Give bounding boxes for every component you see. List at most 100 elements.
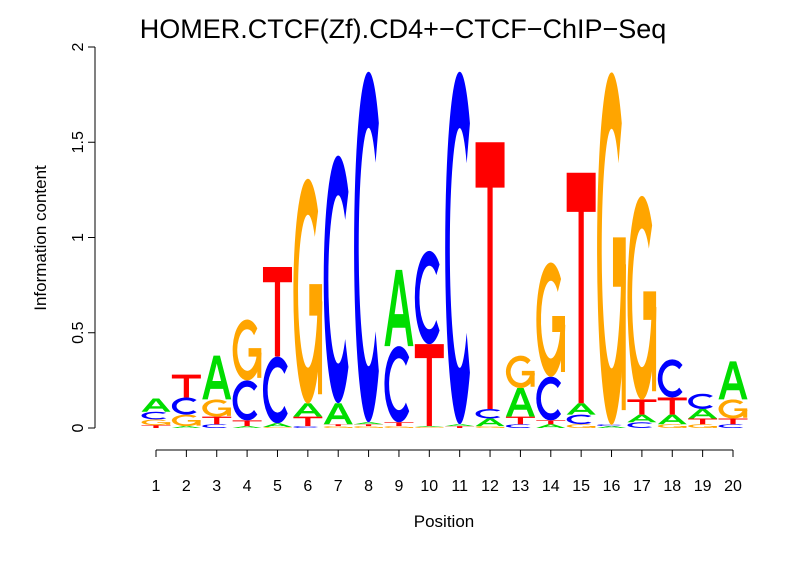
logo-letter-A (688, 408, 718, 419)
logo-letter-T (657, 397, 687, 415)
logo-letter-G (293, 179, 323, 404)
x-tick-label: 15 (572, 478, 590, 495)
chart-title: HOMER.CTCF(Zf).CD4+−CTCF−ChIP−Seq (140, 14, 667, 44)
logo-letter-G (323, 426, 353, 428)
y-axis-label: Information content (31, 165, 50, 311)
logo-letter-C (171, 397, 197, 415)
logo-position-19 (688, 393, 718, 429)
x-tick-label: 7 (334, 478, 343, 495)
logo-letter-A (627, 414, 657, 423)
logo-letter-A (536, 424, 566, 428)
logo-letter-A (141, 398, 171, 412)
logo-letter-C (202, 424, 227, 428)
x-tick-label: 6 (303, 478, 312, 495)
logo-letter-G (597, 72, 627, 425)
logo-position-18 (657, 359, 687, 429)
logo-position-12 (475, 142, 505, 428)
logo-letter-A (475, 418, 505, 427)
logo-letter-A (505, 387, 535, 417)
logo-letter-A (202, 355, 232, 400)
x-tick-label: 8 (364, 478, 373, 495)
logo-letter-T (323, 424, 353, 427)
logo-letter-T (293, 416, 323, 427)
logo-letter-C (414, 250, 440, 345)
logo-position-16 (597, 72, 627, 428)
logo-letter-C (597, 424, 622, 427)
logo-letter-G (688, 424, 718, 429)
logo-letter-G (202, 399, 232, 417)
y-axis: 0 0.5 1 1.5 2 (70, 42, 96, 432)
logo-letter-A (718, 361, 748, 400)
y-tick-label: 2 (70, 42, 87, 51)
y-tick-label: 0 (70, 423, 87, 432)
logo-position-2 (171, 374, 201, 428)
logo-letter-C (627, 422, 653, 428)
logo-letter-T (414, 344, 444, 427)
logo-position-5 (262, 267, 292, 428)
x-tick-label: 4 (243, 478, 252, 495)
logo-letter-G (171, 414, 201, 427)
logo-letter-A (232, 426, 262, 428)
x-tick-label: 20 (724, 478, 742, 495)
logo-letter-G (718, 399, 748, 419)
logo-letter-A (597, 426, 627, 428)
logo-letter-G (384, 426, 414, 428)
logo-letter-G (506, 355, 535, 388)
logo-letter-G (627, 196, 657, 400)
logo-letters (141, 71, 748, 429)
logo-letter-A (414, 426, 444, 428)
logo-position-13 (505, 355, 535, 428)
logo-letter-C (688, 393, 713, 409)
logo-letter-A (262, 423, 292, 428)
x-tick-label: 17 (633, 478, 651, 495)
logo-position-1 (141, 398, 171, 428)
logo-letter-T (718, 418, 748, 425)
logo-letter-T (232, 420, 262, 427)
logo-letter-G (263, 427, 292, 428)
logo-letter-C (445, 71, 470, 425)
logo-letter-G (232, 319, 262, 381)
logo-position-6 (293, 179, 323, 428)
logo-letter-C (566, 414, 592, 425)
x-tick-label: 12 (481, 478, 499, 495)
x-axis: 1 2 3 4 5 6 7 8 9 10 11 12 13 14 15 16 17 18 19 20 (152, 449, 742, 495)
logo-letter-C (475, 408, 501, 419)
logo-letter-T (445, 426, 475, 428)
logo-letter-G (566, 424, 596, 429)
logo-letter-G (657, 424, 687, 429)
logo-position-8 (354, 71, 384, 428)
logo-letter-T (171, 374, 201, 398)
logo-letter-T (354, 424, 384, 427)
logo-letter-C (354, 71, 379, 423)
logo-letter-T (475, 142, 505, 409)
x-tick-label: 3 (212, 478, 221, 495)
logo-letter-A (354, 422, 384, 425)
logo-letter-C (536, 376, 562, 421)
logo-position-4 (232, 319, 262, 428)
logo-position-11 (445, 71, 475, 428)
logo-letter-T (202, 416, 232, 425)
x-tick-label: 1 (152, 478, 161, 495)
logo-position-9 (384, 269, 414, 428)
x-tick-label: 5 (273, 478, 282, 495)
logo-letter-C (657, 359, 683, 398)
logo-letter-C (293, 426, 319, 428)
logo-position-7 (323, 155, 353, 428)
logo-letter-T (536, 420, 566, 425)
x-tick-label: 14 (542, 478, 560, 495)
x-tick-label: 16 (603, 478, 621, 495)
logo-position-14 (536, 262, 566, 428)
logo-letter-T (566, 172, 596, 404)
logo-position-20 (718, 361, 748, 428)
logo-letter-T (505, 416, 535, 425)
logo-letter-C (323, 155, 349, 404)
logo-position-17 (627, 196, 657, 428)
logo-letter-A (657, 414, 687, 425)
x-tick-label: 19 (694, 478, 712, 495)
logo-letter-C (718, 424, 744, 428)
logo-letter-T (141, 425, 171, 428)
x-tick-label: 13 (512, 478, 530, 495)
logo-letter-G (415, 427, 444, 428)
logo-letter-T (384, 422, 414, 427)
